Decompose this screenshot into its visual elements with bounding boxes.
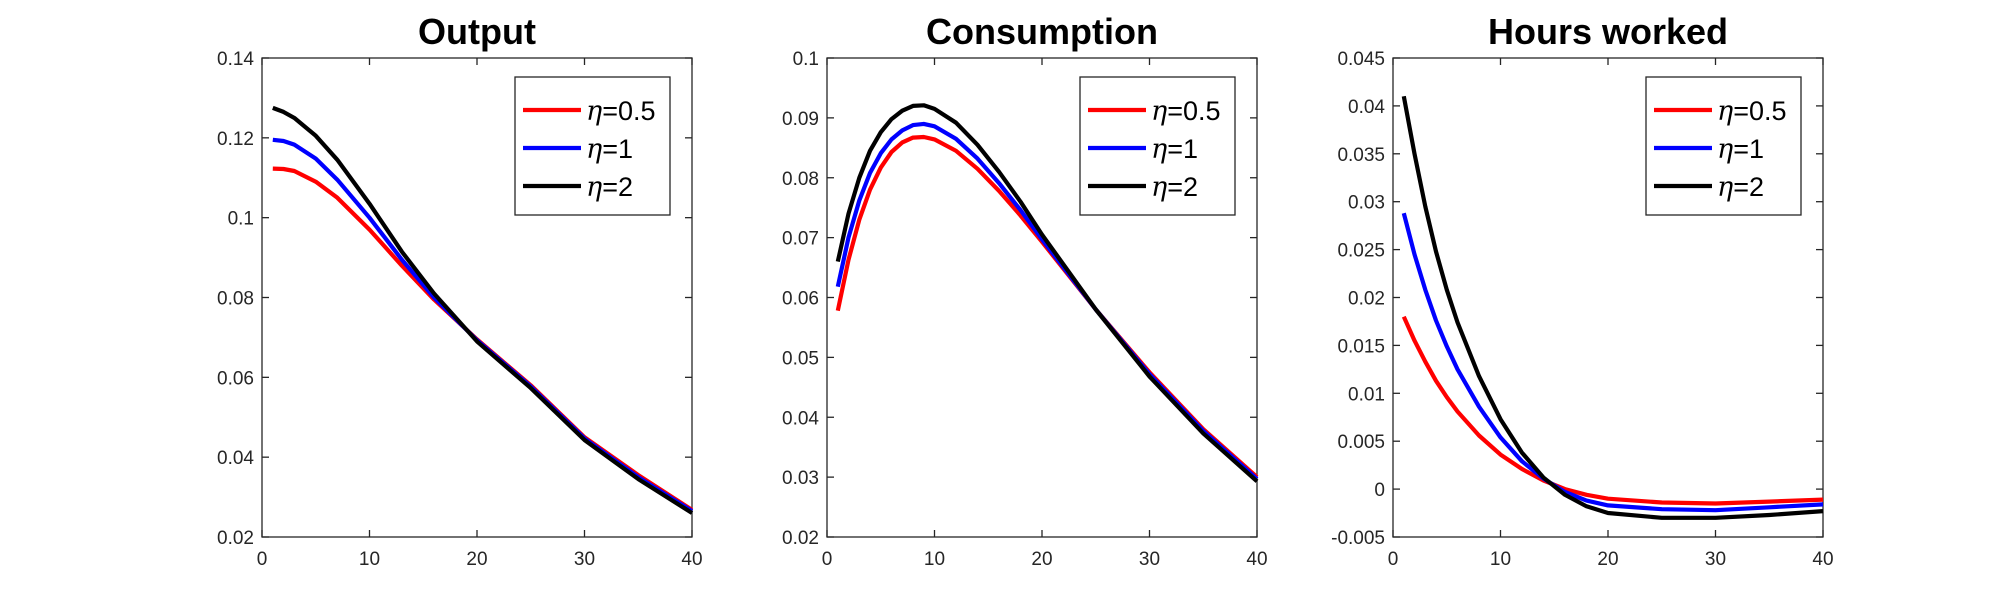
series-line bbox=[272, 105, 694, 515]
chart-panel: Output 0 10 20 30 40 0.02 0.04 0.06 0.08 0.1 0.12 0.… bbox=[217, 11, 703, 570]
x-tick-label: 10 bbox=[924, 549, 945, 570]
x-tick-label: 0 bbox=[1388, 549, 1399, 570]
x-tick-label: 30 bbox=[1705, 549, 1726, 570]
y-tick-label: 0.035 bbox=[1337, 145, 1385, 166]
y-tick-label: 0.03 bbox=[782, 468, 819, 489]
legend-label: η=2 bbox=[1717, 172, 1764, 203]
y-tick-label: 0.09 bbox=[782, 109, 819, 130]
y-tick-label: 0.02 bbox=[782, 528, 819, 549]
series-line bbox=[1401, 315, 1824, 506]
series-line bbox=[272, 166, 694, 512]
y-tick-label: 0.08 bbox=[217, 289, 254, 310]
y-tick-label: 0.005 bbox=[1337, 432, 1385, 453]
y-tick-label: 0.07 bbox=[782, 229, 819, 250]
y-tick-label: 0.14 bbox=[217, 49, 254, 70]
legend bbox=[1079, 76, 1236, 216]
legend-label: η=1 bbox=[1151, 134, 1198, 165]
chart-title: Consumption bbox=[926, 11, 1158, 52]
y-tick-label: 0.01 bbox=[1348, 384, 1385, 405]
x-tick-label: 30 bbox=[1139, 549, 1160, 570]
y-tick-label: 0.06 bbox=[217, 368, 254, 389]
y-tick-label: 0.015 bbox=[1337, 336, 1385, 357]
y-tick-label: 0.06 bbox=[782, 289, 819, 310]
y-tick-label: 0.03 bbox=[1348, 193, 1385, 214]
x-tick-label: 20 bbox=[466, 549, 487, 570]
legend-label: η=2 bbox=[586, 172, 633, 203]
x-tick-label: 40 bbox=[681, 549, 702, 570]
y-tick-label: 0.04 bbox=[1348, 97, 1385, 118]
y-tick-label: 0.025 bbox=[1337, 241, 1385, 262]
y-tick-label: 0.02 bbox=[217, 528, 254, 549]
x-tick-label: 20 bbox=[1597, 549, 1618, 570]
legend-label: η=0.5 bbox=[1717, 96, 1787, 127]
legend-label: η=0.5 bbox=[1151, 96, 1221, 127]
series-line bbox=[835, 103, 1259, 483]
y-tick-label: 0.045 bbox=[1337, 49, 1385, 70]
x-tick-label: 20 bbox=[1031, 549, 1052, 570]
y-tick-label: 0.08 bbox=[782, 169, 819, 190]
y-tick-label: 0.02 bbox=[1348, 289, 1385, 310]
x-tick-label: 40 bbox=[1246, 549, 1267, 570]
series-line bbox=[1401, 95, 1824, 520]
x-tick-label: 10 bbox=[359, 549, 380, 570]
chart-title: Hours worked bbox=[1488, 11, 1728, 52]
legend-label: η=1 bbox=[1717, 134, 1764, 165]
y-tick-label: 0.12 bbox=[217, 129, 254, 150]
y-tick-label: -0.005 bbox=[1331, 528, 1385, 549]
legend-label: η=1 bbox=[586, 134, 633, 165]
x-tick-label: 30 bbox=[574, 549, 595, 570]
chart-panel: Consumption 0 10 20 30 40 0.02 0.03 0.04 0.05 0.06… bbox=[782, 11, 1268, 570]
legend-label: η=2 bbox=[1151, 172, 1198, 203]
y-tick-label: 0.04 bbox=[782, 408, 819, 429]
x-tick-label: 0 bbox=[257, 549, 268, 570]
y-tick-label: 0.1 bbox=[228, 209, 254, 230]
x-tick-label: 40 bbox=[1812, 549, 1833, 570]
y-tick-label: 0.04 bbox=[217, 448, 254, 469]
x-tick-label: 0 bbox=[822, 549, 833, 570]
y-tick-label: 0.05 bbox=[782, 348, 819, 369]
x-tick-label: 10 bbox=[1490, 549, 1511, 570]
legend bbox=[514, 76, 671, 216]
legend-label: η=0.5 bbox=[586, 96, 656, 127]
y-tick-label: 0.1 bbox=[793, 49, 819, 70]
chart-title: Output bbox=[418, 11, 536, 52]
series-line bbox=[1401, 212, 1824, 513]
y-tick-label: 0 bbox=[1374, 480, 1385, 501]
